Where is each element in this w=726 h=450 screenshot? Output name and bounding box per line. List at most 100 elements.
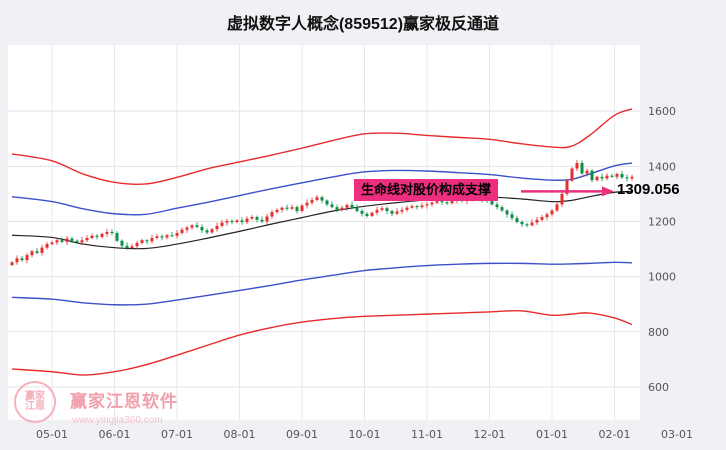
candle-body	[565, 180, 569, 194]
x-tick-label: 08-01	[224, 428, 256, 441]
support-annotation: 生命线对股价构成支撑	[354, 179, 499, 201]
y-tick-label: 800	[648, 326, 669, 339]
candle-body	[400, 209, 404, 212]
candle-body	[195, 225, 199, 227]
watermark-text: 赢家江恩软件 www.yingjia360.com	[70, 381, 178, 426]
y-tick-label: 1200	[648, 215, 676, 228]
candle-body	[495, 204, 499, 208]
candle-body	[535, 219, 539, 223]
candle-body	[140, 240, 144, 243]
candle-body	[110, 231, 114, 234]
candle-body	[30, 251, 34, 256]
candle-body	[40, 247, 44, 253]
candle-body	[60, 240, 64, 242]
candle-body	[240, 220, 244, 223]
candle-body	[380, 208, 384, 210]
candle-body	[205, 230, 209, 233]
candle-body	[390, 210, 394, 214]
candle-body	[515, 218, 519, 223]
candle-body	[505, 210, 509, 215]
candle-body	[275, 209, 279, 213]
candle-body	[230, 220, 234, 223]
candle-body	[280, 207, 284, 210]
support-arrow-head	[602, 186, 614, 197]
candle-body	[310, 199, 314, 203]
candle-body	[570, 168, 574, 181]
candle-body	[510, 214, 514, 219]
candle-body	[90, 235, 94, 239]
candle-body	[600, 176, 604, 179]
y-tick-label: 1600	[648, 105, 676, 118]
x-tick-label: 01-01	[536, 428, 568, 441]
candle-body	[255, 217, 259, 220]
price-label: 1309.056	[617, 181, 680, 199]
candle-body	[185, 227, 189, 230]
candle-body	[210, 229, 214, 233]
candle-body	[450, 201, 454, 204]
x-tick-label: 03-01	[661, 428, 693, 441]
candle-body	[125, 245, 129, 248]
candle-body	[50, 242, 54, 245]
x-tick-label: 10-01	[349, 428, 381, 441]
candle-body	[145, 240, 149, 242]
candle-body	[35, 251, 39, 253]
candle-body	[375, 209, 379, 213]
candle-body	[245, 218, 249, 223]
candle-body	[170, 235, 174, 237]
candle-body	[115, 233, 119, 241]
support-annotation-text: 生命线对股价构成支撑	[361, 182, 492, 198]
candle-body	[410, 206, 414, 208]
candle-body	[65, 238, 69, 242]
candle-body	[10, 262, 14, 266]
candle-body	[225, 220, 229, 223]
candle-body	[585, 170, 589, 174]
candle-body	[530, 222, 534, 226]
logo-text-top: 赢家	[25, 390, 45, 402]
candle-body	[20, 258, 24, 261]
candle-body	[430, 202, 434, 205]
candle-body	[80, 240, 84, 243]
x-tick-label: 11-01	[411, 428, 443, 441]
candle-body	[325, 200, 329, 205]
candle-body	[520, 222, 524, 225]
candle-body	[615, 174, 619, 177]
candle-body	[155, 236, 159, 239]
candle-body	[135, 242, 139, 247]
candle-body	[270, 212, 274, 217]
candle-body	[200, 226, 204, 231]
candle-body	[500, 207, 504, 211]
candle-body	[165, 235, 169, 238]
candle-body	[545, 214, 549, 218]
candle-body	[405, 207, 409, 210]
brand-url: www.yingjia360.com	[72, 415, 163, 426]
candle-body	[75, 240, 79, 243]
x-tick-label: 05-01	[36, 428, 68, 441]
plot-area	[8, 45, 640, 420]
candle-body	[620, 174, 624, 178]
candle-body	[580, 163, 584, 174]
candle-body	[575, 163, 579, 169]
candle-body	[120, 240, 124, 246]
candle-body	[395, 211, 399, 214]
candle-body	[15, 258, 19, 263]
candle-body	[595, 176, 599, 181]
candle-body	[435, 201, 439, 203]
candle-body	[105, 231, 109, 234]
candle-body	[625, 177, 629, 179]
candle-body	[290, 207, 294, 209]
x-tick-label: 12-01	[474, 428, 506, 441]
candle-body	[550, 210, 554, 215]
chart-title: 虚拟数字人概念(859512)赢家极反通道	[226, 16, 500, 33]
x-tick-label: 09-01	[286, 428, 318, 441]
candle-body	[220, 222, 224, 226]
candle-body	[385, 208, 389, 211]
candle-body	[250, 217, 254, 219]
band-upper-blue	[11, 162, 633, 216]
candle-body	[540, 217, 544, 220]
candle-body	[175, 233, 179, 236]
candle-body	[180, 229, 184, 234]
candle-body	[360, 210, 364, 214]
candle-body	[630, 176, 634, 179]
